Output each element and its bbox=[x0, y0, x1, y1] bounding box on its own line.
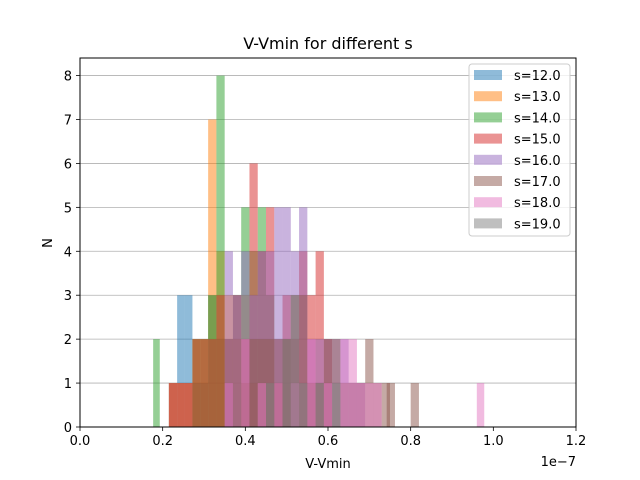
histogram-bar bbox=[323, 339, 333, 427]
histogram-bar bbox=[282, 339, 291, 427]
x-tick-label: 0.2 bbox=[152, 434, 173, 449]
legend-box bbox=[468, 63, 571, 237]
histogram-bar bbox=[476, 383, 485, 427]
x-tick-label: 1.0 bbox=[483, 434, 504, 449]
legend-swatch bbox=[474, 176, 502, 186]
histogram-bar bbox=[216, 75, 225, 428]
histogram-bar bbox=[177, 383, 185, 427]
y-tick-label: 3 bbox=[64, 289, 72, 304]
x-axis-scale-label: 1e−7 bbox=[541, 455, 576, 470]
histogram-bar bbox=[232, 295, 242, 427]
y-tick-label: 0 bbox=[64, 421, 72, 436]
histogram-bar bbox=[274, 207, 283, 427]
y-axis-label: N bbox=[41, 238, 56, 248]
histogram-bar bbox=[224, 251, 233, 427]
histogram-bar bbox=[257, 339, 266, 427]
x-axis-label: V-Vmin bbox=[305, 457, 350, 472]
histogram-bar bbox=[307, 339, 316, 427]
histogram-bar bbox=[348, 339, 357, 427]
histogram-bar bbox=[332, 339, 341, 427]
histogram-bar bbox=[323, 383, 333, 427]
legend-label: s=19.0 bbox=[514, 217, 561, 232]
histogram-bar bbox=[290, 295, 300, 427]
histogram-bar bbox=[266, 339, 275, 427]
y-axis-ticks: 0 1 2 3 4 5 6 7 8 bbox=[64, 70, 80, 436]
histogram-bar bbox=[208, 119, 217, 427]
y-tick-label: 4 bbox=[64, 245, 72, 260]
legend-swatch bbox=[474, 112, 502, 123]
y-tick-label: 5 bbox=[64, 201, 72, 216]
histogram-bar bbox=[184, 383, 193, 427]
legend-swatch bbox=[474, 70, 502, 80]
legend-swatch bbox=[474, 154, 502, 165]
x-tick-label: 0.6 bbox=[318, 434, 339, 449]
histogram-bar bbox=[177, 295, 185, 427]
histogram-bar bbox=[365, 339, 374, 427]
histogram-bar bbox=[184, 295, 193, 427]
x-axis-ticks: 0.0 0.2 0.4 0.6 0.8 1.0 1.2 bbox=[70, 427, 587, 449]
histogram-bar bbox=[365, 383, 374, 427]
histogram-bar bbox=[153, 339, 160, 427]
histogram-bar bbox=[208, 339, 217, 427]
histogram-bar bbox=[266, 383, 275, 427]
y-tick-label: 2 bbox=[64, 333, 72, 348]
legend-label: s=16.0 bbox=[514, 154, 561, 169]
histogram-bar bbox=[373, 383, 382, 427]
histogram-bar bbox=[315, 339, 324, 427]
legend-swatch bbox=[474, 218, 502, 229]
y-tick-label: 8 bbox=[64, 70, 72, 85]
bars bbox=[153, 75, 485, 428]
x-tick-label: 0.8 bbox=[400, 434, 421, 449]
histogram-bar bbox=[340, 339, 349, 427]
histogram-bar bbox=[381, 383, 390, 427]
legend-swatch bbox=[474, 133, 502, 144]
legend-label: s=17.0 bbox=[514, 175, 561, 190]
x-tick-label: 0.4 bbox=[235, 434, 256, 449]
legend-label: s=15.0 bbox=[514, 133, 561, 148]
histogram-bar bbox=[249, 339, 258, 427]
legend-label: s=13.0 bbox=[514, 90, 561, 105]
legend-label: s=12.0 bbox=[514, 69, 561, 84]
histogram-bar bbox=[299, 295, 308, 427]
y-tick-label: 7 bbox=[64, 114, 72, 129]
legend-swatch bbox=[474, 197, 502, 208]
histogram-bar bbox=[241, 339, 250, 427]
histogram-bar bbox=[200, 339, 209, 427]
legend-swatch bbox=[474, 91, 502, 102]
x-tick-label: 1.2 bbox=[566, 434, 587, 449]
histogram-bar bbox=[332, 383, 341, 427]
histogram-bar bbox=[274, 383, 283, 427]
legend-label: s=14.0 bbox=[514, 111, 561, 126]
histogram-bar bbox=[315, 383, 324, 427]
x-tick-label: 0.0 bbox=[70, 434, 91, 449]
histogram-bar bbox=[216, 295, 225, 427]
y-tick-label: 6 bbox=[64, 157, 72, 172]
histogram-bar bbox=[257, 383, 266, 427]
legend-label: s=18.0 bbox=[514, 196, 561, 211]
histogram-bar bbox=[192, 339, 201, 427]
histogram-bar bbox=[386, 383, 395, 427]
histogram-bar bbox=[282, 207, 291, 427]
histogram-bar bbox=[168, 383, 178, 427]
chart-title: V-Vmin for different s bbox=[243, 34, 413, 53]
y-tick-label: 1 bbox=[64, 377, 72, 392]
histogram-bar bbox=[356, 383, 366, 427]
histogram-bar bbox=[299, 383, 308, 427]
legend: s=12.0 s=13.0 s=14.0 s=15.0 s=16.0 s=17.0 s=18… bbox=[468, 63, 571, 237]
histogram-bar bbox=[224, 383, 233, 427]
histogram-bar bbox=[410, 383, 419, 427]
